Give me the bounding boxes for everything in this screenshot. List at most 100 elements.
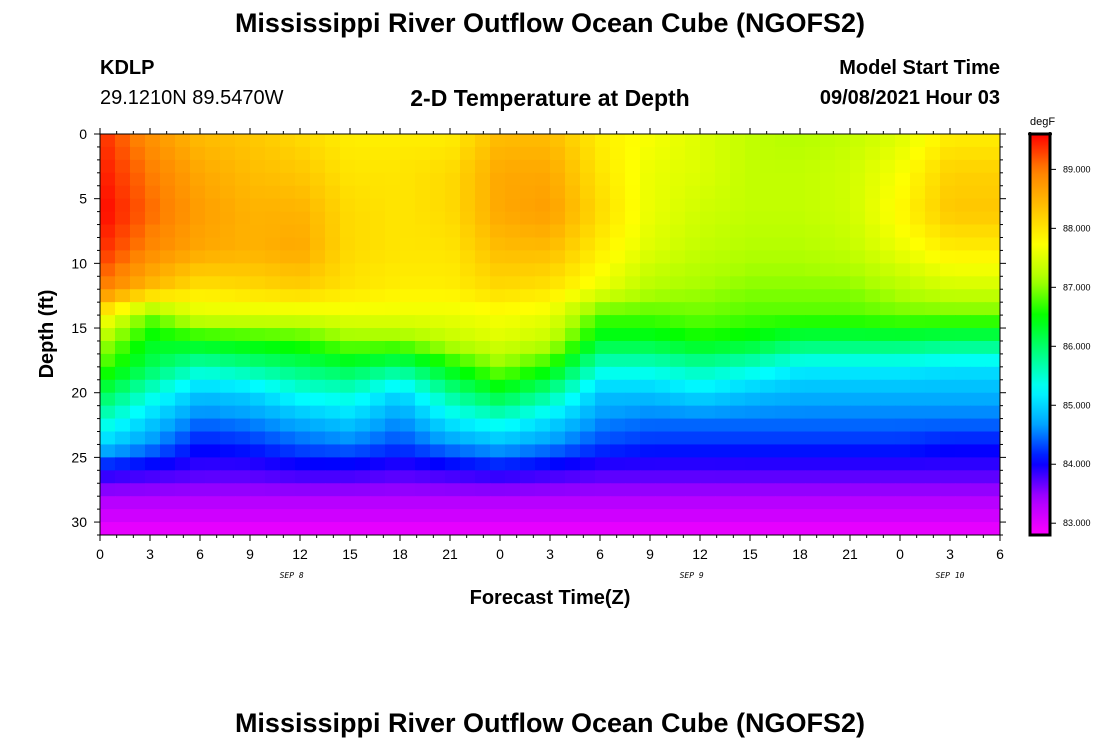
heatmap-cell	[745, 392, 761, 407]
heatmap-cell	[655, 496, 671, 510]
heatmap-cell	[895, 522, 911, 535]
heatmap-cell	[955, 522, 971, 535]
heatmap-cell	[310, 366, 326, 381]
heatmap-cell	[385, 289, 401, 303]
heatmap-cell	[205, 328, 221, 342]
heatmap-cell	[565, 146, 581, 161]
heatmap-cell	[535, 444, 551, 458]
heatmap-cell	[760, 134, 776, 148]
heatmap-cell	[235, 392, 251, 407]
heatmap-cell	[835, 172, 851, 187]
heatmap-cell	[550, 405, 566, 420]
heatmap-cell	[805, 496, 821, 510]
heatmap-cell	[265, 379, 281, 394]
heatmap-cell	[685, 379, 701, 394]
heatmap-cell	[160, 431, 176, 446]
heatmap-cell	[280, 276, 296, 290]
heatmap-cell	[250, 457, 266, 471]
heatmap-cell	[325, 379, 341, 394]
heatmap-cell	[730, 224, 746, 239]
heatmap-cell	[880, 509, 896, 523]
heatmap-cell	[925, 444, 941, 458]
heatmap-cell	[790, 522, 806, 535]
heatmap-cell	[130, 522, 146, 535]
heatmap-cell	[445, 328, 461, 342]
x-date-label: SEP 10	[936, 571, 965, 580]
heatmap-cell	[520, 366, 536, 381]
heatmap-cell	[715, 185, 731, 200]
heatmap-cell	[730, 340, 746, 355]
heatmap-cell	[520, 172, 536, 187]
heatmap-cell	[475, 457, 491, 471]
heatmap-cell	[790, 172, 806, 187]
heatmap-cell	[175, 263, 191, 277]
heatmap-cell	[340, 198, 356, 213]
heatmap-cell	[520, 431, 536, 446]
heatmap-cell	[715, 159, 731, 174]
heatmap-cell	[715, 250, 731, 264]
heatmap-cell	[610, 276, 626, 290]
heatmap-cell	[700, 340, 716, 355]
colorbar-corner-marker	[1048, 132, 1052, 136]
heatmap-cell	[805, 289, 821, 303]
heatmap-cell	[895, 366, 911, 381]
heatmap-cell	[430, 379, 446, 394]
heatmap-cell	[295, 470, 311, 484]
heatmap-cell	[325, 263, 341, 277]
heatmap-cell	[235, 457, 251, 471]
heatmap-cell	[400, 431, 416, 446]
heatmap-cell	[820, 353, 836, 368]
heatmap-cell	[940, 237, 956, 252]
heatmap-cell	[985, 522, 1000, 535]
heatmap-cell	[355, 496, 371, 510]
heatmap-cell	[415, 431, 431, 446]
heatmap-cell	[475, 444, 491, 458]
heatmap-cell	[130, 457, 146, 471]
heatmap-cell	[700, 444, 716, 458]
heatmap-cell	[310, 457, 326, 471]
heatmap-cell	[235, 159, 251, 174]
heatmap-cell	[790, 185, 806, 200]
heatmap-cell	[355, 198, 371, 213]
heatmap-cell	[445, 315, 461, 329]
heatmap-cell	[730, 302, 746, 316]
heatmap-cell	[820, 250, 836, 264]
heatmap-cell	[175, 509, 191, 523]
heatmap-cell	[805, 237, 821, 252]
heatmap-cell	[220, 276, 236, 290]
heatmap-cell	[280, 263, 296, 277]
heatmap-cell	[325, 159, 341, 174]
heatmap-cell	[610, 457, 626, 471]
heatmap-cell	[880, 289, 896, 303]
heatmap-cell	[700, 379, 716, 394]
heatmap-cell	[160, 340, 176, 355]
heatmap-cell	[385, 237, 401, 252]
heatmap-cell	[895, 224, 911, 239]
heatmap-cell	[100, 159, 116, 174]
heatmap-cell	[190, 509, 206, 523]
heatmap-cell	[520, 340, 536, 355]
heatmap-cell	[925, 315, 941, 329]
heatmap-cell	[895, 172, 911, 187]
heatmap-cell	[445, 224, 461, 239]
heatmap-cell	[370, 431, 386, 446]
heatmap-cell	[505, 457, 521, 471]
heatmap-cell	[640, 340, 656, 355]
heatmap-cell	[130, 444, 146, 458]
heatmap-cell	[565, 444, 581, 458]
heatmap-cell	[430, 302, 446, 316]
heatmap-cell	[520, 263, 536, 277]
heatmap-cell	[235, 418, 251, 433]
heatmap-cell	[490, 172, 506, 187]
heatmap-cell	[490, 198, 506, 213]
heatmap-cell	[715, 353, 731, 368]
heatmap-cell	[505, 444, 521, 458]
heatmap-cell	[880, 198, 896, 213]
heatmap-cell	[805, 418, 821, 433]
heatmap-cell	[895, 457, 911, 471]
heatmap-cell	[865, 250, 881, 264]
heatmap-cell	[970, 366, 986, 381]
heatmap-cell	[625, 237, 641, 252]
station-id: KDLP	[100, 57, 155, 79]
heatmap-cell	[880, 159, 896, 174]
